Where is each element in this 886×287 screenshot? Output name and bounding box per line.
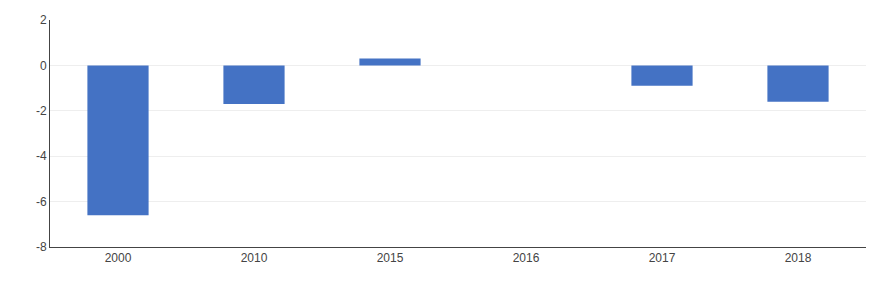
svg-text:2017: 2017	[649, 251, 676, 265]
svg-text:2018: 2018	[785, 251, 812, 265]
svg-text:-8: -8	[36, 240, 47, 254]
svg-text:-6: -6	[36, 195, 47, 209]
svg-text:2010: 2010	[241, 251, 268, 265]
svg-text:2: 2	[40, 13, 47, 27]
svg-text:2015: 2015	[377, 251, 404, 265]
svg-text:-4: -4	[36, 149, 47, 163]
svg-text:2000: 2000	[105, 251, 132, 265]
svg-text:-2: -2	[36, 104, 47, 118]
svg-text:0: 0	[40, 59, 47, 73]
svg-text:2016: 2016	[513, 251, 540, 265]
